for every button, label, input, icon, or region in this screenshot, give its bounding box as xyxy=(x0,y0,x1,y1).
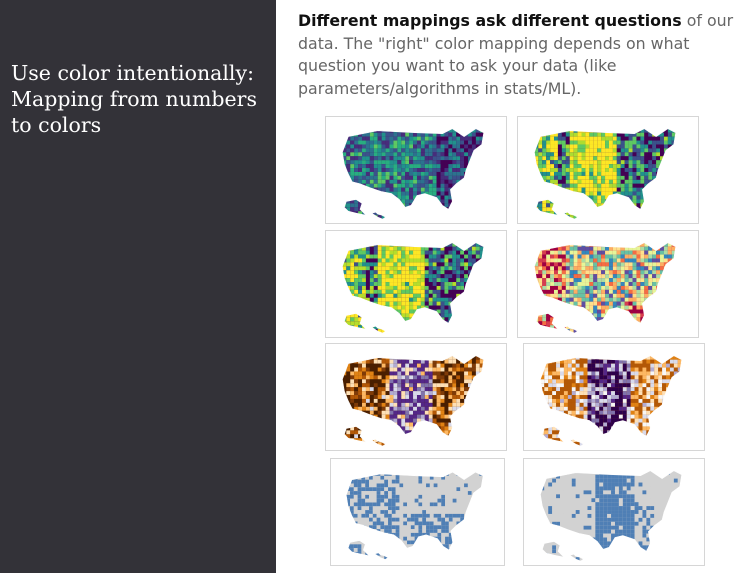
map-viridis-reversed xyxy=(325,230,507,338)
slide-title-line: Mapping from numbers xyxy=(11,87,257,111)
state-outline xyxy=(534,242,677,324)
state-outline xyxy=(542,426,565,443)
slide-title-line: Use color intentionally: xyxy=(11,61,254,85)
state-outline xyxy=(563,325,579,334)
slide-body-text: Different mappings ask different questio… xyxy=(298,10,738,100)
slide-title: Use color intentionally: Mapping from nu… xyxy=(11,60,273,138)
state-outline xyxy=(374,552,389,560)
slide-body-bold: Different mappings ask different questio… xyxy=(298,11,682,30)
map-binary-central xyxy=(523,458,705,566)
state-outline xyxy=(534,128,677,210)
map-spectral xyxy=(517,230,699,338)
state-outline xyxy=(342,355,485,437)
state-outline xyxy=(569,438,585,447)
map-viridis-quantile xyxy=(517,116,699,224)
state-outline xyxy=(371,325,387,334)
state-outline xyxy=(371,211,387,220)
state-outline xyxy=(540,470,683,552)
map-diverging-brown-purple-2 xyxy=(523,343,705,451)
state-outline xyxy=(342,242,485,324)
state-outline xyxy=(540,355,683,437)
state-outline xyxy=(569,553,585,562)
map-viridis-linear xyxy=(325,116,507,224)
state-outline xyxy=(344,313,367,330)
state-outline xyxy=(536,199,559,216)
state-outline xyxy=(347,540,370,557)
map-binary-west xyxy=(330,458,505,566)
state-outline xyxy=(371,438,387,447)
slide-body-rest: of our data. The "right" color mapping d… xyxy=(298,11,734,98)
state-outline xyxy=(344,426,367,443)
state-outline xyxy=(342,128,485,210)
state-outline xyxy=(344,199,367,216)
state-outline xyxy=(345,471,484,551)
left-panel: Use color intentionally: Mapping from nu… xyxy=(0,0,276,573)
state-outline xyxy=(542,541,565,558)
slide-title-line: to colors xyxy=(11,113,102,137)
state-outline xyxy=(563,211,579,220)
state-outline xyxy=(536,313,559,330)
map-diverging-brown-purple xyxy=(325,343,507,451)
